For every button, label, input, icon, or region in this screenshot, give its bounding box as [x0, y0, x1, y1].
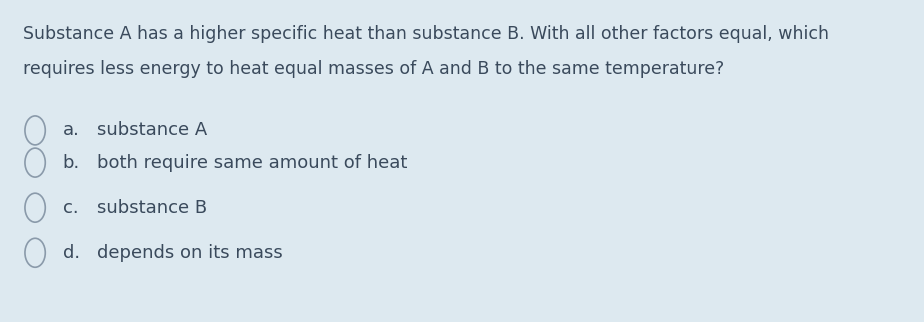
Text: a.: a. — [63, 121, 79, 139]
Text: b.: b. — [63, 154, 80, 172]
Text: substance A: substance A — [97, 121, 207, 139]
Text: requires less energy to heat equal masses of A and B to the same temperature?: requires less energy to heat equal masse… — [23, 60, 724, 78]
Text: Substance A has a higher specific heat than substance B. With all other factors : Substance A has a higher specific heat t… — [23, 25, 829, 43]
Text: depends on its mass: depends on its mass — [97, 244, 283, 262]
Text: d.: d. — [63, 244, 80, 262]
Text: c.: c. — [63, 199, 79, 217]
Text: both require same amount of heat: both require same amount of heat — [97, 154, 407, 172]
Text: substance B: substance B — [97, 199, 207, 217]
